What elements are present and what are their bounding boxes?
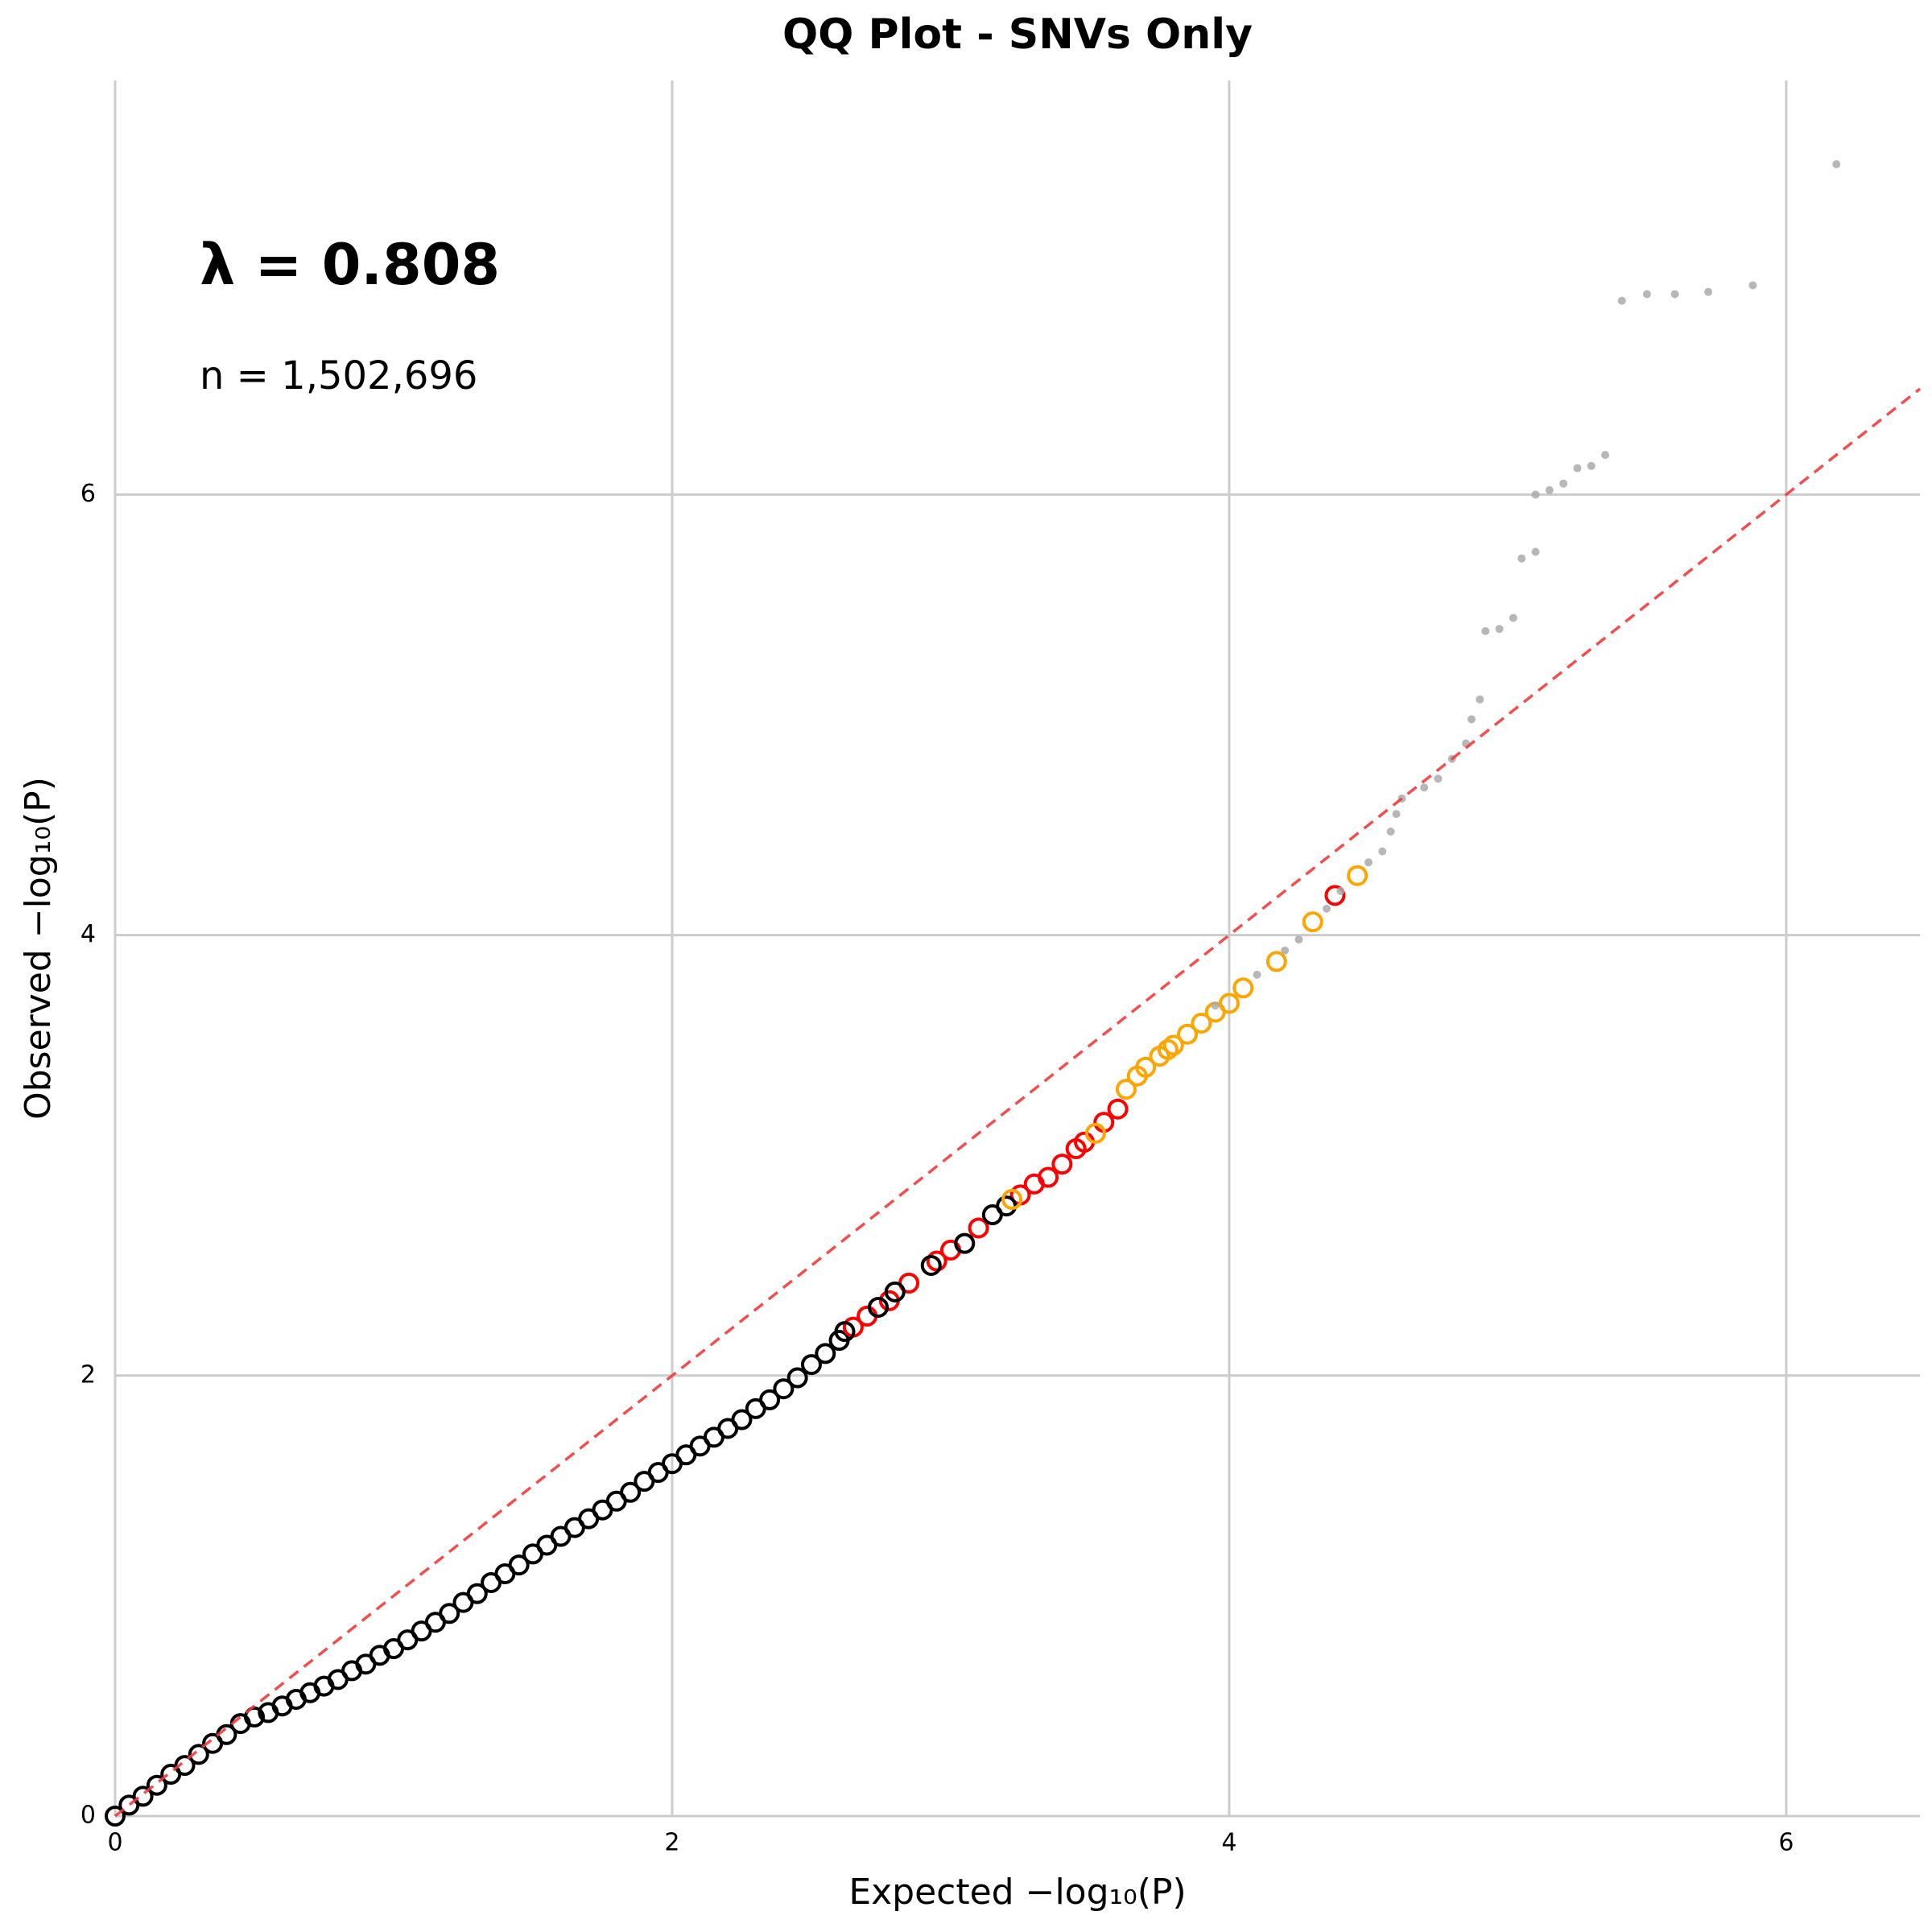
data-point <box>243 1706 265 1728</box>
data-point <box>786 1367 808 1389</box>
data-point <box>759 1389 781 1410</box>
data-point <box>1601 451 1610 460</box>
data-point <box>1115 1079 1137 1100</box>
data-point <box>1378 847 1387 856</box>
data-point <box>926 1250 947 1272</box>
lambda-annotation: λ = 0.808 <box>200 232 500 298</box>
data-point <box>1051 1154 1073 1175</box>
data-point <box>1324 885 1346 906</box>
data-point <box>1232 977 1254 999</box>
data-point <box>884 1281 906 1302</box>
data-point <box>1832 159 1841 168</box>
data-point <box>1336 886 1345 895</box>
data-point <box>1509 613 1517 622</box>
data-point <box>1001 1188 1023 1210</box>
x-axis-label: Expected −log₁₀(P) <box>848 1872 1186 1913</box>
data-point <box>1386 827 1395 836</box>
chart-title: QQ Plot - SNVs Only <box>782 10 1253 59</box>
data-point <box>868 1296 890 1318</box>
data-point <box>188 1744 209 1765</box>
data-point <box>1162 1034 1184 1056</box>
data-point <box>1670 290 1679 299</box>
y-tick-label: 2 <box>80 1360 96 1389</box>
y-tick-label: 4 <box>80 920 96 948</box>
data-point <box>508 1554 530 1576</box>
y-tick-label: 6 <box>80 480 96 508</box>
data-point <box>1177 1023 1199 1045</box>
data-point <box>1481 627 1490 636</box>
data-point <box>1084 1122 1106 1144</box>
x-tick-label: 6 <box>1778 1829 1794 1857</box>
data-point <box>1302 911 1323 933</box>
data-point <box>1420 783 1429 792</box>
data-point <box>1135 1056 1157 1078</box>
data-point <box>1294 935 1303 944</box>
data-point <box>1191 1013 1212 1034</box>
data-point <box>1211 1001 1220 1010</box>
data-point <box>1218 993 1240 1014</box>
data-point <box>1265 951 1287 972</box>
data-point <box>1253 970 1261 979</box>
data-point <box>146 1774 167 1796</box>
data-point <box>174 1755 196 1777</box>
data-point <box>466 1583 488 1604</box>
data-point <box>1476 695 1484 704</box>
data-point <box>800 1354 822 1376</box>
data-point <box>1531 490 1540 499</box>
data-point <box>1531 547 1540 556</box>
data-point <box>1517 554 1526 563</box>
data-point <box>1392 810 1401 819</box>
data-point <box>968 1217 989 1239</box>
data-point <box>132 1785 154 1807</box>
data-point <box>773 1378 795 1400</box>
data-point <box>1704 287 1713 296</box>
data-point <box>1364 858 1373 867</box>
data-point <box>439 1603 460 1624</box>
data-point <box>1642 290 1651 299</box>
n-annotation: n = 1,502,696 <box>200 353 477 398</box>
data-point <box>1467 715 1476 724</box>
data-point <box>1587 461 1596 470</box>
data-point <box>1545 485 1554 494</box>
data-point <box>1434 774 1443 783</box>
data-point <box>815 1343 836 1364</box>
data-point <box>1573 464 1582 473</box>
data-point <box>105 1806 126 1827</box>
data-point <box>1748 281 1757 290</box>
data-point <box>620 1481 642 1503</box>
x-tick-label: 2 <box>664 1829 679 1857</box>
data-point <box>1281 946 1290 955</box>
x-tick-label: 4 <box>1221 1829 1236 1857</box>
data-point <box>1107 1098 1129 1120</box>
reference-line <box>114 387 1922 1818</box>
data-point <box>1347 865 1368 886</box>
data-point <box>834 1321 856 1343</box>
data-point <box>1617 296 1626 305</box>
y-axis-label: Observed −log₁₀(P) <box>18 777 59 1120</box>
data-point <box>1495 625 1504 634</box>
data-point <box>1157 1038 1179 1060</box>
data-point <box>920 1254 942 1276</box>
y-tick-label: 0 <box>80 1802 96 1830</box>
data-point <box>954 1232 976 1254</box>
data-point <box>1323 904 1331 913</box>
data-point <box>1038 1166 1059 1188</box>
x-tick-label: 0 <box>107 1829 122 1857</box>
data-point <box>731 1409 753 1430</box>
data-point <box>1559 479 1568 488</box>
